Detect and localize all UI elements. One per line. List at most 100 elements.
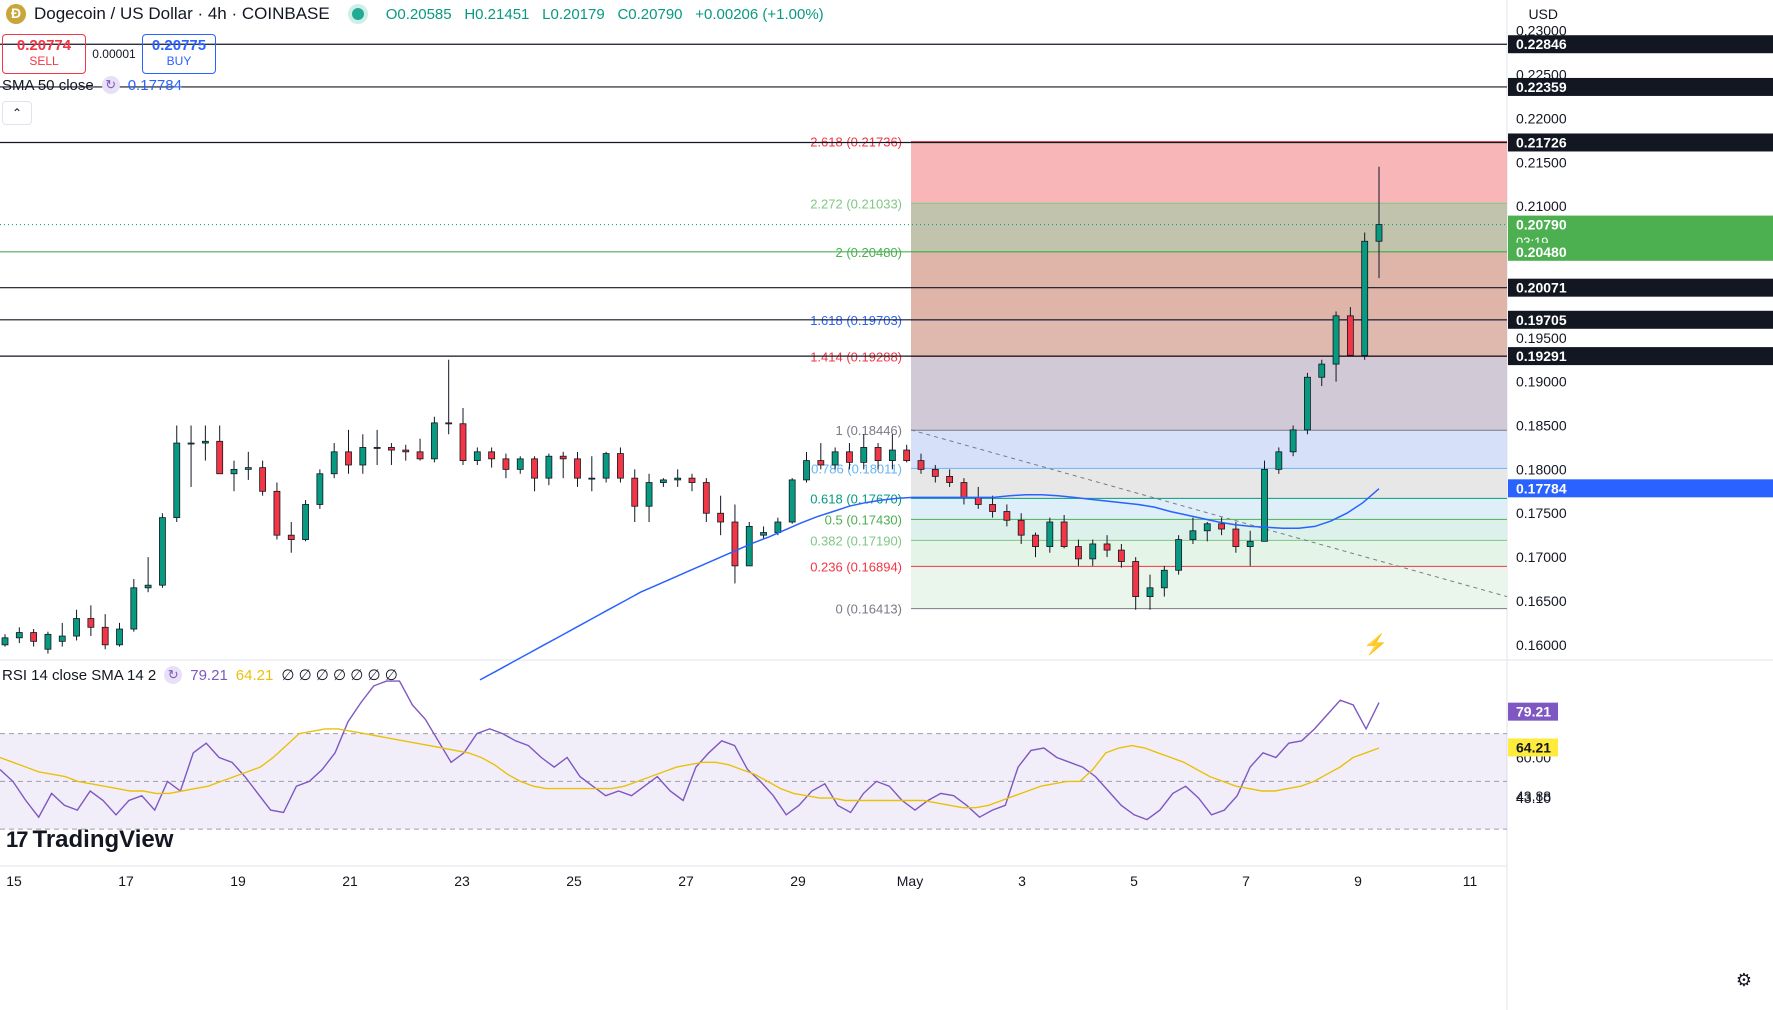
candle-body	[144, 584, 152, 589]
fib-level-label: 1 (0.18446)	[836, 423, 903, 438]
candle-body	[1246, 540, 1254, 547]
price-tick-label: 0.23000	[1516, 23, 1567, 39]
candle-body	[244, 467, 252, 470]
market-status-icon	[351, 8, 364, 20]
fib-zone	[911, 498, 1507, 520]
candle-body	[760, 532, 767, 536]
gear-icon[interactable]: ⚙	[1735, 970, 1753, 990]
trade-buttons: 0.20774 SELL 0.00001 0.20775 BUY	[2, 34, 216, 74]
candle-body	[488, 451, 496, 460]
flash-icon[interactable]: ⚡	[1363, 634, 1388, 656]
price-label: 0.17784	[1516, 480, 1567, 496]
price-tick-label: 0.21500	[1516, 154, 1567, 170]
price-tick-label: 0.16500	[1516, 593, 1567, 609]
sell-button[interactable]: 0.20774 SELL	[2, 34, 86, 74]
candle-body	[116, 628, 123, 646]
time-tick-label: 23	[454, 873, 470, 889]
fib-level-label: 0 (0.16413)	[836, 602, 903, 617]
candle-body	[473, 451, 481, 461]
candle-body	[860, 447, 868, 463]
fib-level-label: 0.786 (0.18011)	[811, 461, 902, 476]
sell-label: SELL	[29, 54, 59, 68]
price-label-bg	[1508, 242, 1773, 261]
candle-body	[631, 477, 639, 507]
rsi-label-bg	[1508, 702, 1558, 721]
fib-zone	[911, 356, 1507, 431]
candle-body	[1032, 534, 1039, 547]
candle-body	[101, 626, 109, 646]
fib-zone	[911, 203, 1507, 252]
rsi-ma-label-bg	[1508, 738, 1558, 757]
fib-level-label: 0.236 (0.16894)	[810, 559, 902, 574]
symbol-title[interactable]: Dogecoin / US Dollar · 4h · COINBASE	[34, 4, 330, 23]
candle-body	[874, 447, 882, 462]
sma-line	[479, 488, 1380, 681]
candle-body	[617, 453, 624, 479]
time-tick-label: 25	[566, 873, 582, 889]
currency-label[interactable]: USD	[1528, 6, 1558, 22]
candle-body	[330, 451, 338, 475]
ohlc-values: O0.20585 H0.21451 L0.20179 C0.20790 +0.0…	[386, 4, 832, 24]
price-tick-label: 0.16000	[1516, 637, 1567, 653]
candle-body	[1103, 543, 1111, 551]
fib-zone	[911, 540, 1507, 567]
price-label-bg	[1508, 77, 1773, 96]
candle-body	[1003, 511, 1011, 521]
candle-body	[645, 482, 653, 507]
sync-icon[interactable]: ↻	[164, 666, 183, 684]
candle-body	[516, 458, 524, 470]
candle-body	[230, 468, 238, 475]
chart-header: Dogecoin / US Dollar · 4h · COINBASE O0.…	[0, 0, 1700, 28]
candle-body	[373, 447, 381, 449]
price-tick-label: 0.19500	[1516, 330, 1567, 346]
close-value: C0.20790	[617, 6, 683, 23]
tradingview-logo[interactable]: 17 TradingView	[6, 826, 173, 854]
price-label-bg	[1508, 35, 1773, 54]
candle-body	[731, 521, 739, 567]
buy-button[interactable]: 0.20775 BUY	[142, 34, 216, 74]
price-tick-label: 0.18000	[1516, 461, 1567, 477]
dogecoin-icon	[6, 4, 26, 24]
fib-level-label: 0.382 (0.17190)	[810, 533, 902, 548]
candle-body	[1017, 519, 1025, 536]
candle-body	[87, 618, 95, 628]
rsi-tick-label: 43.88	[1516, 788, 1551, 804]
candle-body	[1089, 543, 1097, 560]
candle-body	[702, 482, 710, 514]
collapse-chevron-icon[interactable]: ⌃	[2, 101, 32, 125]
candle-body	[1375, 224, 1383, 242]
rsi-empty-values: ∅ ∅ ∅ ∅ ∅ ∅ ∅	[281, 667, 398, 684]
time-tick-label: 17	[118, 873, 134, 889]
candle-body	[831, 451, 839, 466]
spread-value: 0.00001	[92, 47, 136, 61]
sync-icon[interactable]: ↻	[101, 76, 120, 94]
candle-body	[30, 632, 38, 642]
sma-legend[interactable]: SMA 50 close ↻ 0.17784	[2, 76, 182, 94]
tradingview-logo-icon: 17	[6, 827, 29, 852]
time-tick-label: May	[897, 873, 923, 889]
candle-body	[1075, 546, 1082, 560]
time-tick-label: 5	[1130, 873, 1138, 889]
candle-body	[287, 534, 295, 540]
candle-body	[817, 460, 825, 466]
candle-body	[1332, 315, 1340, 365]
candle-body	[545, 455, 553, 479]
logo-text: TradingView	[32, 826, 174, 853]
rsi-tick-label: 43.10	[1516, 790, 1551, 806]
candle-body	[302, 504, 309, 540]
candle-body	[788, 479, 796, 523]
candle-body	[273, 490, 281, 536]
rsi-legend[interactable]: RSI 14 close SMA 14 2 ↻ 79.21 64.21 ∅ ∅ …	[2, 666, 398, 684]
candle-body	[1, 637, 9, 646]
candle-body	[159, 517, 166, 586]
candle-body	[201, 440, 209, 444]
time-tick-label: 7	[1242, 873, 1250, 889]
candle-body	[1046, 521, 1054, 547]
high-value: H0.21451	[464, 6, 530, 23]
candle-body	[445, 422, 453, 425]
candle-body	[1304, 376, 1311, 431]
time-tick-label: 27	[678, 873, 694, 889]
buy-price: 0.20775	[151, 37, 207, 54]
candle-body	[173, 442, 181, 519]
